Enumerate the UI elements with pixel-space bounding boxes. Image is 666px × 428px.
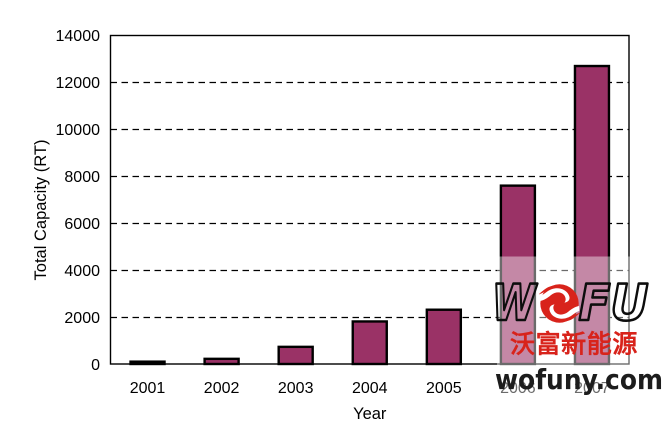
- x-axis-title: Year: [353, 405, 387, 423]
- logo-emblem-icon: [538, 284, 581, 323]
- y-tick-label-12000: 12000: [56, 75, 101, 92]
- x-tick-label-2004: 2004: [352, 380, 388, 397]
- x-tick-label-2003: 2003: [278, 380, 314, 397]
- x-tick-label-2002: 2002: [204, 380, 240, 397]
- bar-2005: [425, 308, 463, 366]
- y-tick-label-2000: 2000: [64, 310, 100, 327]
- y-tick-label-4000: 4000: [64, 263, 100, 280]
- bar-2003: [277, 345, 314, 366]
- y-tick-label-8000: 8000: [64, 169, 100, 186]
- bar-2004: [351, 320, 388, 366]
- watermark-backdrop: [497, 256, 666, 428]
- bar-2007: [573, 64, 611, 366]
- y-tick-label-0: 0: [91, 357, 100, 374]
- logo-letters-fu: FU: [579, 274, 649, 332]
- y-tick-label-6000: 6000: [64, 216, 100, 233]
- watermark-chinese-text: 沃富新能源: [510, 330, 638, 359]
- logo-letter-w: W: [492, 274, 538, 332]
- watermark-domain-text: wofuny.com: [495, 364, 663, 396]
- bar-2001: [129, 360, 166, 366]
- bar-2006: [499, 184, 537, 366]
- x-tick-label-2005: 2005: [426, 380, 462, 397]
- bar-2002: [203, 357, 240, 366]
- x-tick-label-2007: 2007: [574, 380, 610, 397]
- x-tick-label-2006: 2006: [500, 380, 536, 397]
- x-tick-label-2001: 2001: [130, 380, 166, 397]
- y-tick-label-14000: 14000: [56, 28, 101, 45]
- y-tick-label-10000: 10000: [56, 122, 101, 139]
- y-axis-title: Total Capacity (RT): [32, 140, 50, 281]
